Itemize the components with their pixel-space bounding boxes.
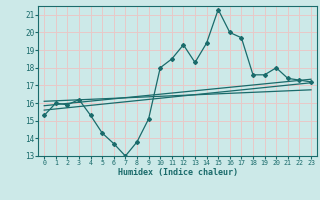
X-axis label: Humidex (Indice chaleur): Humidex (Indice chaleur) [118,168,238,177]
